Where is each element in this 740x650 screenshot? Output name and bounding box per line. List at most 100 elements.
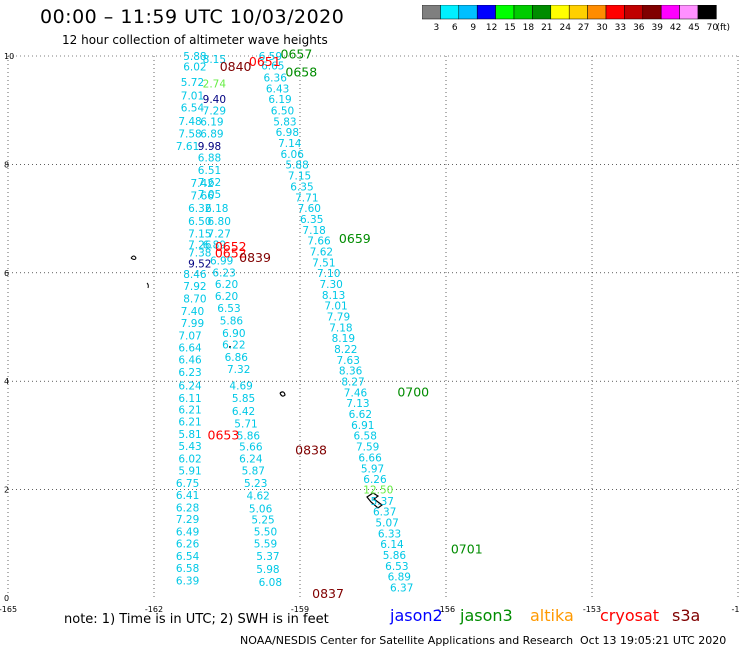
wave-height-value: 5.86 <box>237 431 261 443</box>
wave-height-value: 6.24 <box>178 380 202 392</box>
wave-height-value: 7.48 <box>178 116 201 128</box>
wave-height-value: 6.66 <box>358 452 382 464</box>
x-tick-label: -15 <box>731 605 740 614</box>
wave-height-value: 6.88 <box>198 153 221 165</box>
color-scale-label: 30 <box>596 23 608 33</box>
pass-time-label: 0659 <box>339 231 371 246</box>
color-scale-label: 45 <box>688 23 699 33</box>
wave-height-value: 4.69 <box>229 380 252 392</box>
pass-time-label: 0700 <box>397 384 429 399</box>
wave-height-value: 6.18 <box>205 203 228 215</box>
wave-height-value: 6.08 <box>259 577 282 589</box>
wave-height-value: 6.46 <box>178 354 202 366</box>
x-tick-label: -153 <box>583 605 601 614</box>
wave-height-value: 7.58 <box>178 128 201 140</box>
wave-height-value: 5.81 <box>178 429 201 441</box>
wave-height-value: 7.66 <box>191 191 215 203</box>
wave-height-value: 6.11 <box>178 393 201 405</box>
pass-time-label: 0652 <box>215 246 247 261</box>
wave-height-value: 6.23 <box>178 367 201 379</box>
wave-height-value: 8.70 <box>183 294 206 306</box>
wave-height-value: 6.80 <box>208 216 231 228</box>
wave-height-value: 7.71 <box>295 192 318 204</box>
wave-height-value: 6.21 <box>178 417 201 429</box>
x-tick-label: -165 <box>0 605 17 614</box>
wave-height-value: 8.27 <box>341 377 364 389</box>
x-tick-label: -159 <box>291 605 309 614</box>
wave-height-value: 6.89 <box>388 572 411 584</box>
wave-height-value: 6.39 <box>176 575 199 587</box>
wave-height-value: 6.50 <box>271 106 294 118</box>
color-scale-label: 70 <box>707 23 719 33</box>
wave-height-value: 7.79 <box>327 311 350 323</box>
wave-height-value: 6.54 <box>176 551 200 563</box>
wave-height-value: 7.01 <box>181 90 204 102</box>
wave-height-value: 6.58 <box>176 563 199 575</box>
y-tick-label: 8 <box>4 160 9 169</box>
wave-height-value: 6.90 <box>222 328 245 340</box>
wave-height-value: 6.14 <box>380 539 404 551</box>
wave-height-value: 7.07 <box>178 330 201 342</box>
color-scale-label: 9 <box>470 23 476 33</box>
y-tick-label: 6 <box>4 269 9 278</box>
wave-height-value: 6.33 <box>378 528 401 540</box>
wave-height-value: 5.23 <box>244 478 267 490</box>
generation-timestamp: Oct 13 19:05:21 UTC 2020 <box>580 634 727 647</box>
wave-height-value: 5.86 <box>220 315 244 327</box>
y-tick-label: 10 <box>4 52 14 61</box>
wave-height-value: 6.32 <box>188 203 211 215</box>
wave-height-value: 4.62 <box>246 490 269 502</box>
wave-height-value: 5.71 <box>234 418 257 430</box>
island-outline <box>229 346 231 348</box>
wave-height-value: 6.54 <box>181 102 205 114</box>
wave-height-value: 8.36 <box>339 366 363 378</box>
wave-height-value: 7.60 <box>298 203 321 215</box>
wave-height-value: 6.89 <box>200 128 223 140</box>
wave-height-value: 8.15 <box>203 54 226 66</box>
wave-height-value: 6.53 <box>217 303 240 315</box>
pass-time-label: 0838 <box>295 442 327 457</box>
pass-time-label: 0657 <box>281 47 313 62</box>
wave-height-value: 6.19 <box>200 116 223 128</box>
wave-height-value: 6.22 <box>222 340 245 352</box>
wave-height-value: 7.27 <box>208 229 231 241</box>
color-scale-label: 3 <box>434 23 440 33</box>
pass-time-label: 0658 <box>285 65 317 80</box>
wave-height-value: 7.38 <box>188 248 211 260</box>
legend-cryosat: cryosat <box>600 606 660 625</box>
color-scale-label: 6 <box>452 23 458 33</box>
wave-height-value: 6.98 <box>276 127 299 139</box>
wave-height-value: 6.35 <box>290 181 313 193</box>
pass-time-label: 0651 <box>249 54 281 69</box>
color-swatch <box>697 5 717 20</box>
units-note: note: 1) Time is in UTC; 2) SWH is in fe… <box>64 612 329 627</box>
wave-height-value: 6.37 <box>390 582 413 594</box>
wave-height-value: 5.87 <box>242 465 265 477</box>
wave-height-value: 7.92 <box>183 281 206 293</box>
legend-jason2: jason2 <box>390 606 443 625</box>
pass-time-label: 0839 <box>239 250 271 265</box>
wave-height-value: 5.66 <box>239 442 263 454</box>
color-scale-unit: (ft) <box>716 23 730 33</box>
wave-height-value: 7.42 <box>191 178 214 190</box>
wave-height-value: 6.89 <box>203 239 226 251</box>
wave-height-value: 6.28 <box>176 502 199 514</box>
wave-height-value: 7.51 <box>312 257 335 269</box>
wave-height-value: 7.05 <box>198 189 221 201</box>
wave-height-value: 5.85 <box>232 393 255 405</box>
wave-height-value: 6.49 <box>176 527 199 539</box>
pass-time-label: 0837 <box>312 586 344 601</box>
color-scale-label: 15 <box>504 23 515 33</box>
wave-height-value: 6.53 <box>385 561 408 573</box>
wave-height-value: 6.20 <box>215 291 238 303</box>
wave-height-value: 7.29 <box>203 106 226 118</box>
legend-altika: altika <box>530 606 574 625</box>
wave-height-value: 7.99 <box>181 318 204 330</box>
wave-height-value: 6.50 <box>188 216 211 228</box>
wave-height-value: 7.30 <box>319 279 342 291</box>
wave-height-value: 7.15 <box>188 229 211 241</box>
y-tick-label: 2 <box>4 486 9 495</box>
wave-height-value: 7.59 <box>356 442 379 454</box>
wave-height-value: 7.46 <box>344 387 368 399</box>
